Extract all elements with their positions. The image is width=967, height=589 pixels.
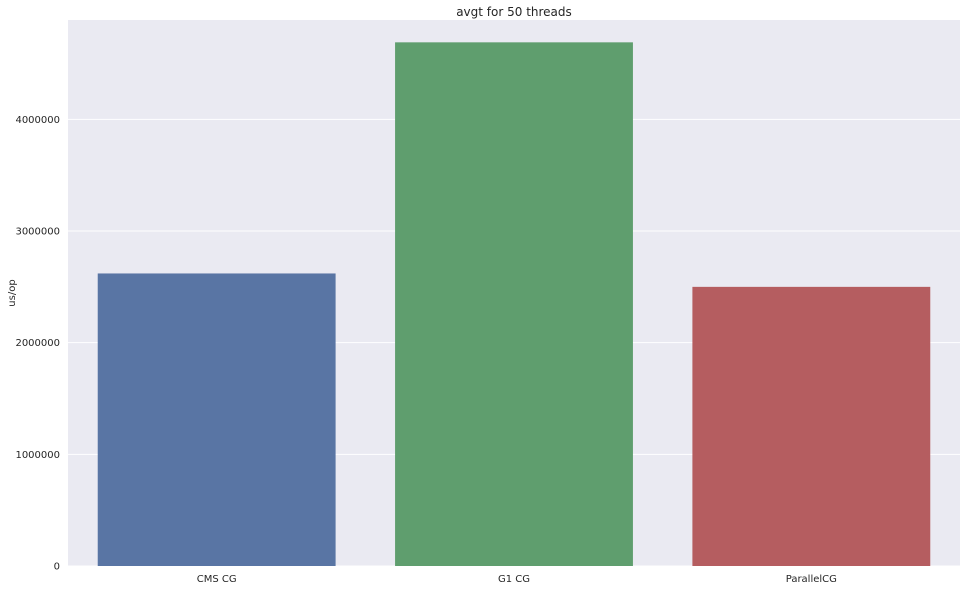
- y-axis-label: us/op: [7, 279, 18, 306]
- y-tick-label: 0: [54, 562, 60, 573]
- bar-cms-cg: [97, 273, 336, 566]
- y-tick-label: 2000000: [15, 338, 60, 349]
- bars: [97, 42, 931, 566]
- bar-parallelcg: [692, 286, 931, 566]
- y-tick-label: 1000000: [15, 450, 60, 461]
- x-tick-label: ParallelCG: [786, 574, 837, 585]
- chart-title: avgt for 50 threads: [456, 5, 572, 19]
- bar-g1-cg: [395, 42, 633, 566]
- y-axis-ticks: 0 1000000 2000000 3000000 4000000: [15, 115, 60, 573]
- y-tick-label: 3000000: [15, 227, 60, 238]
- x-tick-label: CMS CG: [197, 574, 237, 585]
- y-tick-label: 4000000: [15, 115, 60, 126]
- x-tick-label: G1 CG: [498, 574, 530, 585]
- x-axis-ticks: CMS CG G1 CG ParallelCG: [197, 574, 837, 585]
